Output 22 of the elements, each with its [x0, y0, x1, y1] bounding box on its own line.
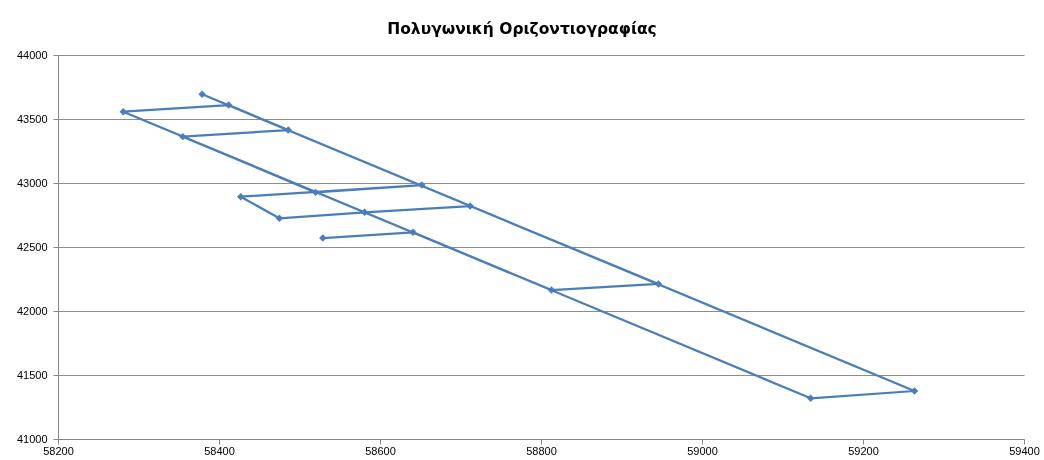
y-tick-label: 41500 [16, 368, 48, 381]
y-tick-label: 44000 [16, 48, 48, 61]
y-tick-label: 43000 [16, 176, 48, 189]
x-tick-label: 58800 [526, 444, 557, 457]
point [119, 108, 127, 116]
x-tick-label: 58400 [204, 444, 235, 457]
point [198, 90, 206, 98]
point [237, 192, 245, 201]
x-tick-label: 59400 [1009, 444, 1040, 457]
x-tick-label: 59000 [687, 444, 718, 457]
y-tick-label: 41000 [16, 432, 48, 445]
point [179, 132, 187, 141]
point [806, 394, 815, 402]
x-tick-label: 58200 [43, 444, 74, 457]
point [361, 208, 369, 217]
x-tick-label: 59200 [848, 444, 879, 457]
y-tick-label: 43500 [16, 112, 48, 125]
y-tick-label: 42000 [16, 304, 48, 317]
chart-title: Πολυγωνική Οριζοντιογραφίας [387, 19, 657, 38]
point [275, 214, 284, 223]
x-tick-label: 58600 [365, 444, 396, 457]
y-tick-label: 42500 [16, 240, 48, 253]
